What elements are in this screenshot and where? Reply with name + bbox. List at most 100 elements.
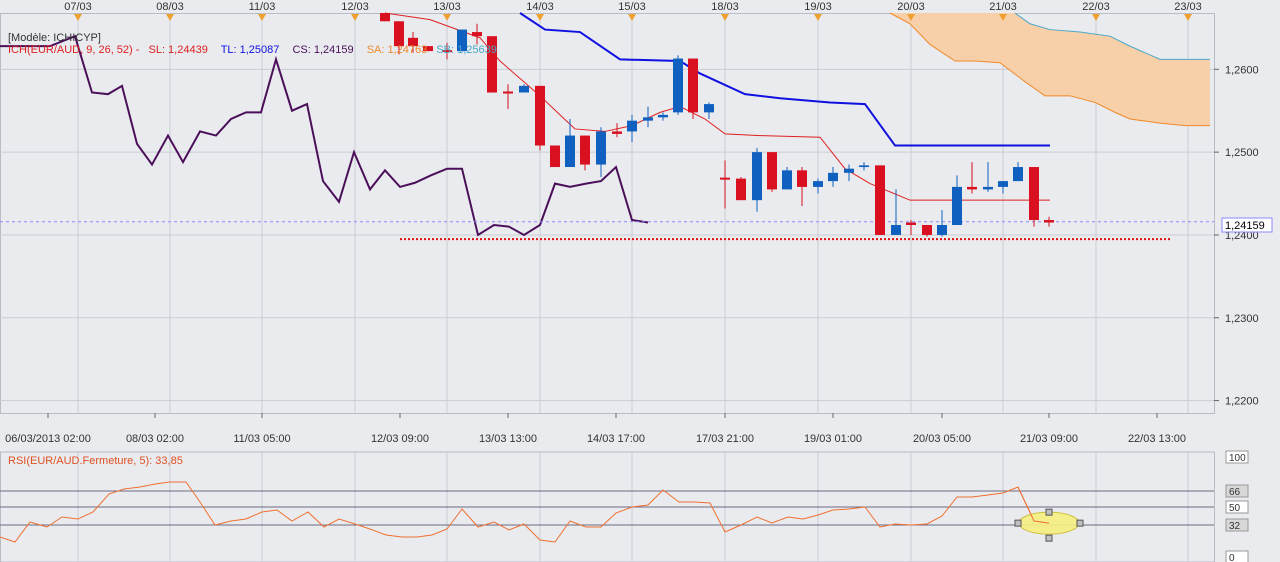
selection-handle	[1045, 508, 1053, 516]
legend-sa: SA: 1,24763	[367, 44, 428, 56]
date-marker-icon	[166, 14, 174, 21]
top-date-label: 12/03	[341, 1, 369, 13]
legend-sl: SL: 1,24439	[148, 44, 207, 56]
candle-body	[688, 58, 698, 113]
top-date-label: 19/03	[804, 1, 832, 13]
candle-body	[952, 186, 962, 226]
candle-body	[1029, 167, 1039, 221]
y-tick-label: 1,2300	[1225, 313, 1259, 325]
price-panel-border	[0, 13, 1215, 414]
candle-body	[565, 135, 575, 168]
axes: 07/03 08/03 11/03 12/03 13/03 14/03 15/03 18/03…	[5, 1, 1258, 445]
rsi-tick-box	[1225, 450, 1249, 464]
candle-body	[612, 131, 622, 134]
current-price-label: 1,24159	[1225, 220, 1265, 232]
candle-body	[782, 170, 792, 190]
candle-body	[408, 37, 418, 47]
candle-body	[380, 13, 390, 22]
candle-body	[828, 172, 838, 182]
candle-body	[643, 117, 653, 121]
top-date-label: 13/03	[433, 1, 461, 13]
top-date-label: 14/03	[526, 1, 554, 13]
top-date-label: 18/03	[711, 1, 739, 13]
top-date-label: 15/03	[618, 1, 646, 13]
y-tick-label: 1,2500	[1225, 147, 1259, 159]
candle-body	[859, 165, 869, 168]
rsi-tick-box	[1225, 550, 1249, 562]
candle-body	[704, 104, 714, 113]
candle-body	[998, 181, 1008, 187]
date-marker-icon	[1184, 14, 1192, 21]
rsi-panel: 100 66 50 32 0	[0, 450, 1249, 562]
rsi-tick-box	[1225, 500, 1249, 514]
rsi-tick-label: 0	[1229, 553, 1235, 562]
candle-body	[487, 36, 497, 93]
candle-body	[813, 181, 823, 187]
date-marker-icon	[536, 14, 544, 21]
rsi-line	[0, 481, 1050, 543]
candle-body	[457, 29, 467, 52]
selection-handle	[1014, 519, 1022, 527]
y-tick-label: 1,2200	[1225, 396, 1259, 408]
rsi-tick-label: 100	[1229, 453, 1246, 464]
rsi-tick-label: 66	[1229, 487, 1241, 498]
candle-body	[1044, 220, 1054, 223]
y-tick-label: 1,2400	[1225, 230, 1259, 242]
rsi-tick-box	[1225, 484, 1249, 498]
date-marker-icon	[74, 14, 82, 21]
candle-body	[797, 170, 807, 187]
date-marker-icon	[814, 14, 822, 21]
candle-body	[535, 85, 545, 146]
kijun-sen-line	[519, 12, 1050, 147]
candle-body	[767, 152, 777, 190]
candle-body	[472, 32, 482, 37]
candle-body	[423, 46, 433, 52]
x-tick-label: 12/03 09:00	[371, 433, 429, 445]
x-tick-label: 11/03 05:00	[233, 433, 290, 445]
indicator-legend: ICH(EUR/AUD, 9, 26, 52) - SL: 1,24439 TL…	[8, 44, 497, 56]
candle-body	[658, 114, 668, 118]
rsi-line-segment	[1017, 486, 1050, 524]
candle-body	[627, 120, 637, 132]
candle-body	[596, 131, 606, 165]
date-marker-icon	[443, 14, 451, 21]
legend-ich: ICH(EUR/AUD, 9, 26, 52) -	[8, 44, 140, 56]
top-date-label: 23/03	[1174, 1, 1202, 13]
senkou-span-a-line	[889, 12, 1210, 127]
top-date-label: 11/03	[249, 1, 276, 13]
legend-cs: CS: 1,24159	[292, 44, 353, 56]
x-tick-label: 14/03 17:00	[587, 433, 645, 445]
rsi-tick-box	[1225, 518, 1249, 532]
candle-body	[550, 145, 560, 168]
legend-tl: TL: 1,25087	[221, 44, 280, 56]
chikou-span-line	[0, 34, 649, 237]
date-marker-icon	[907, 14, 915, 21]
candle-body	[673, 58, 683, 113]
indicator-lines	[0, 12, 1214, 241]
candle-body	[922, 225, 932, 235]
x-tick-label: 20/03 05:00	[913, 433, 971, 445]
rsi-tick-label: 32	[1229, 521, 1241, 532]
candle-body	[752, 152, 762, 201]
rsi-label: RSI(EUR/AUD.Fermeture, 5): 33,85	[8, 455, 183, 467]
y-tick-label: 1,2600	[1225, 64, 1259, 76]
candle-body	[580, 135, 590, 165]
top-date-label: 20/03	[897, 1, 925, 13]
date-marker-icon	[1092, 14, 1100, 21]
x-tick-label: 06/03/2013 02:00	[5, 433, 91, 445]
candle-body	[1013, 167, 1023, 182]
date-marker-icon	[351, 14, 359, 21]
candlesticks	[380, 13, 1054, 237]
current-price-box	[1221, 217, 1273, 233]
candle-body	[967, 186, 977, 190]
senkou-span-b-line	[1014, 12, 1210, 60]
candle-body	[937, 225, 947, 235]
top-date-label: 08/03	[156, 1, 184, 13]
candle-body	[875, 165, 885, 235]
legend-sb: SB: 1,25639	[436, 44, 497, 56]
x-tick-label: 08/03 02:00	[126, 433, 184, 445]
candle-body	[983, 186, 993, 190]
date-marker-icon	[258, 14, 266, 21]
date-marker-icon	[721, 14, 729, 21]
candle-body	[736, 178, 746, 201]
